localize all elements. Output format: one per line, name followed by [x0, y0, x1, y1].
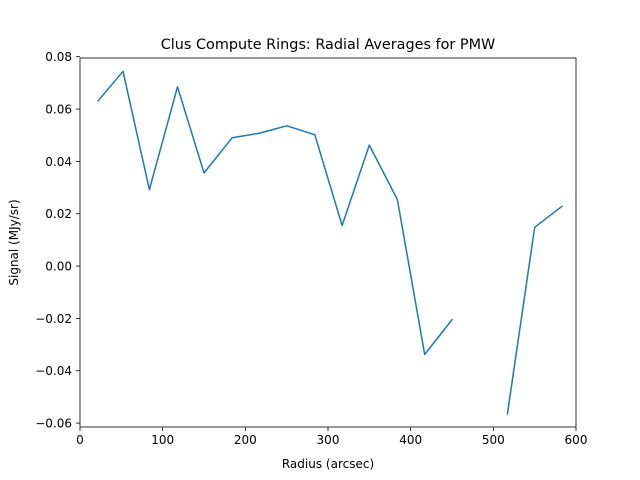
x-tick-label: 600	[565, 433, 588, 447]
y-tick-label: 0.02	[45, 207, 72, 221]
x-tick-label: 0	[76, 433, 84, 447]
x-tick-label: 400	[399, 433, 422, 447]
series-line-segment	[97, 70, 454, 356]
series-line-segment	[506, 205, 563, 415]
x-axis-label: Radius (arcsec)	[282, 457, 374, 471]
x-tick-label: 300	[317, 433, 340, 447]
y-tick-label: −0.02	[35, 312, 72, 326]
ticks-layer: 0 100 200 300 400 500 600 −0.06 −0.04 −0.02 0.00 0.…	[35, 50, 587, 447]
chart-title: Clus Compute Rings: Radial Averages for …	[161, 37, 495, 53]
y-tick-label: 0.08	[45, 50, 72, 64]
y-tick-label: −0.04	[35, 364, 72, 378]
x-tick-label: 500	[482, 433, 505, 447]
y-axis-label: Signal (MJy/sr)	[7, 199, 21, 285]
axes-frame	[79, 57, 577, 428]
y-tick-label: 0.00	[45, 260, 72, 274]
x-tick-label: 100	[151, 433, 174, 447]
y-tick-label: 0.04	[45, 155, 72, 169]
y-tick-label: −0.06	[35, 417, 72, 431]
y-tick-label: 0.06	[45, 103, 72, 117]
plot-layer	[97, 70, 563, 415]
x-tick-label: 200	[234, 433, 257, 447]
